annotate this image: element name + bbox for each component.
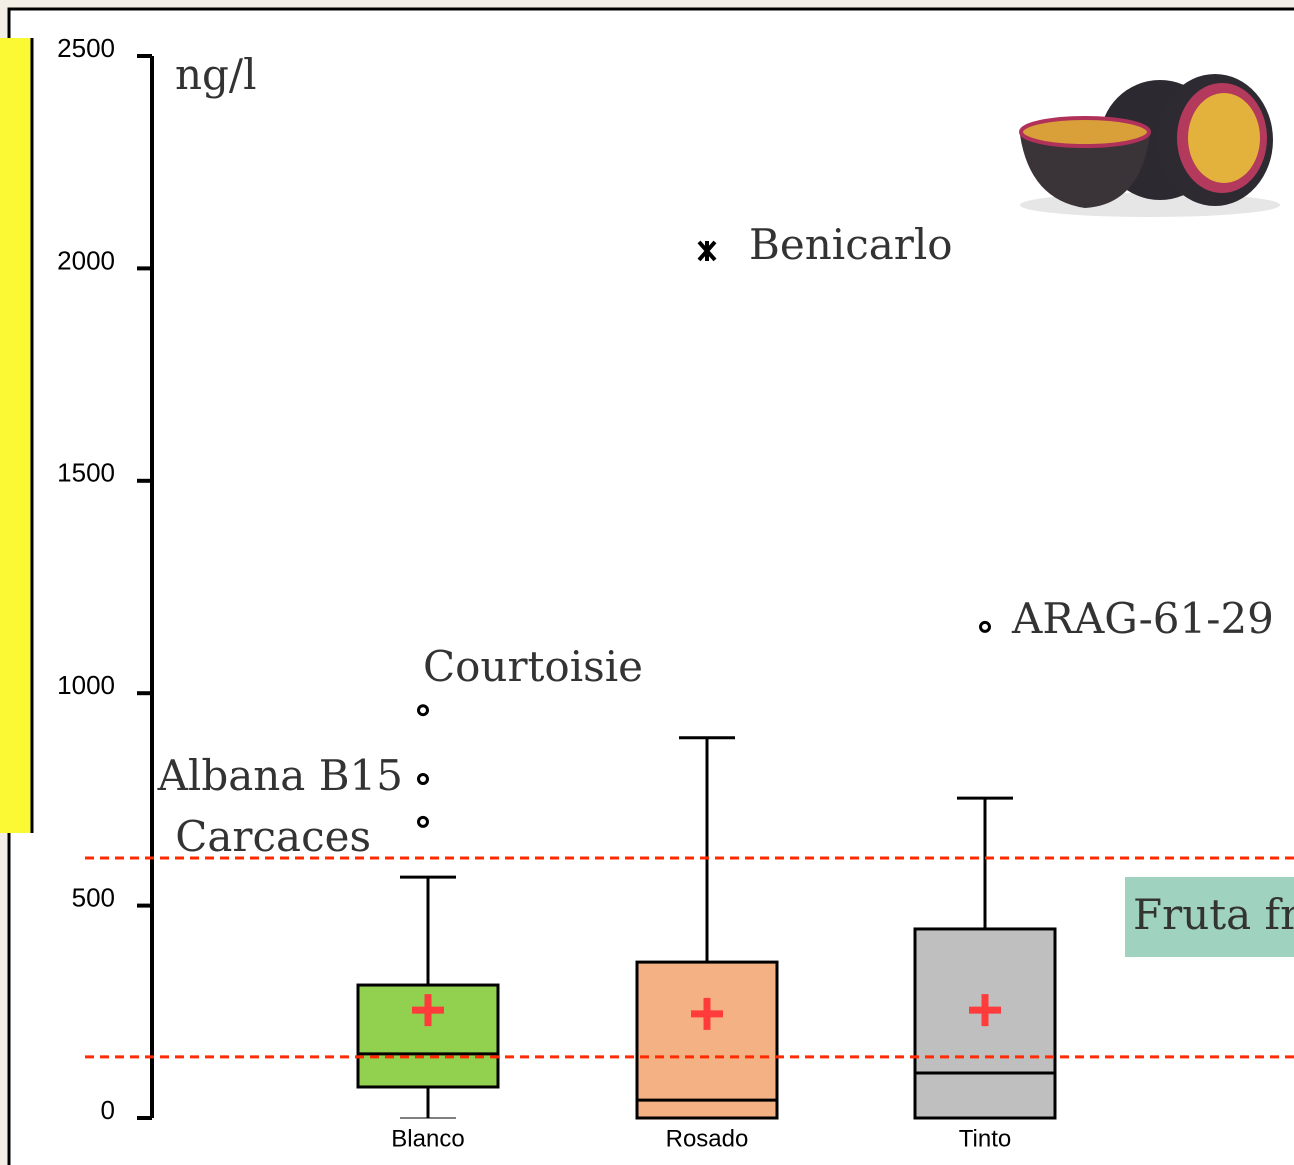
outlier <box>417 815 429 828</box>
outlier <box>979 620 991 633</box>
outlier-label: Benicarlo <box>749 220 953 269</box>
y-axis-label: ng/l <box>175 50 257 99</box>
annotation: Fruta fresca <box>1125 877 1294 957</box>
outlier <box>697 240 717 262</box>
x-tick-label: Tinto <box>959 1125 1011 1152</box>
outlier-label: Courtoisie <box>423 642 643 691</box>
outlier-label: Albana B15 <box>157 751 403 800</box>
annotation-text: Fruta fresca <box>1133 890 1294 939</box>
y-tick-label: 500 <box>72 882 115 912</box>
mean-marker <box>691 997 723 1030</box>
outlier <box>417 773 429 786</box>
y-tick-label: 1000 <box>57 670 115 700</box>
side-strip <box>0 38 32 833</box>
mean-marker <box>969 994 1001 1027</box>
y-tick-label: 2500 <box>57 33 115 63</box>
mean-marker <box>412 994 444 1027</box>
y-tick-label: 0 <box>101 1095 115 1125</box>
outlier <box>417 704 429 717</box>
outlier-label: Carcaces <box>175 812 371 861</box>
x-tick-label: Rosado <box>666 1125 749 1152</box>
y-tick-label: 2000 <box>57 245 115 275</box>
box <box>635 960 779 1120</box>
x-tick-label: Blanco <box>391 1125 464 1152</box>
y-tick-label: 1500 <box>57 458 115 488</box>
fruit-image <box>1019 74 1280 217</box>
annotation-box <box>1125 877 1294 957</box>
outlier-label: ARAG-61-29 <box>1011 594 1274 643</box>
